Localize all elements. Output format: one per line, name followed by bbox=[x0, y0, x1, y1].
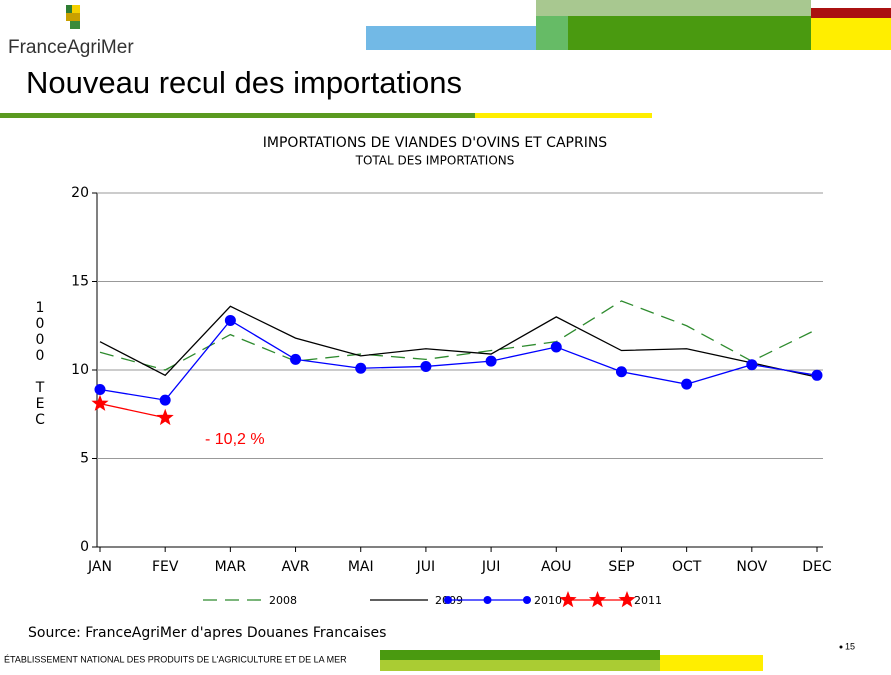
legend-marker bbox=[483, 596, 492, 604]
y-tick-label: 10 bbox=[71, 362, 89, 378]
annotation: - 10,2 % bbox=[205, 431, 265, 448]
marker bbox=[224, 314, 236, 326]
legend-item: 2010 bbox=[444, 594, 562, 607]
legend-label: 2008 bbox=[269, 594, 297, 607]
marker bbox=[420, 360, 432, 372]
footer-text: ÉTABLISSEMENT NATIONAL DES PRODUITS DE L… bbox=[4, 654, 347, 664]
series-line bbox=[99, 305, 818, 378]
logo-text: FranceAgriMer bbox=[8, 37, 134, 58]
marker bbox=[615, 366, 627, 378]
x-tick-label: OCT bbox=[672, 559, 702, 575]
x-tick-label: JUI bbox=[416, 559, 436, 575]
x-tick-label: SEP bbox=[608, 559, 634, 575]
series-line bbox=[99, 402, 166, 419]
legend-label: 2011 bbox=[634, 594, 662, 607]
x-tick-label: AOU bbox=[541, 559, 572, 575]
x-tick-label: NOV bbox=[736, 559, 767, 575]
y-tick-label: 5 bbox=[80, 451, 89, 467]
marker bbox=[91, 394, 109, 411]
legend-item: 2008 bbox=[203, 594, 297, 607]
marker bbox=[159, 394, 171, 406]
legend-marker bbox=[588, 591, 607, 608]
marker bbox=[681, 378, 693, 390]
x-tick-label: DEC bbox=[802, 559, 832, 575]
marker bbox=[94, 383, 106, 395]
marker bbox=[550, 341, 562, 353]
y-tick-label: 0 bbox=[80, 539, 89, 555]
x-tick-label: AVR bbox=[282, 559, 310, 575]
marker bbox=[156, 408, 174, 426]
legend-marker bbox=[559, 591, 577, 608]
legend-marker bbox=[444, 596, 452, 604]
x-tick-label: JUI bbox=[481, 559, 501, 575]
x-tick-label: FEV bbox=[152, 559, 179, 575]
chart-title: IMPORTATIONS DE VIANDES D'OVINS ET CAPRI… bbox=[263, 135, 608, 151]
marker bbox=[485, 355, 497, 367]
page-number: 15 bbox=[845, 641, 855, 651]
x-tick-label: JAN bbox=[87, 559, 112, 575]
x-tick-label: MAR bbox=[215, 559, 247, 575]
legend-item: 2011 bbox=[559, 591, 662, 608]
y-axis-label: 1000 TEC bbox=[32, 300, 48, 428]
marker bbox=[811, 369, 823, 381]
marker bbox=[290, 353, 302, 365]
legend-marker bbox=[523, 596, 531, 604]
y-tick-label: 20 bbox=[71, 185, 89, 201]
slide-title: Nouveau recul des importations bbox=[26, 65, 462, 100]
series-line bbox=[99, 319, 818, 401]
series-line bbox=[99, 300, 818, 371]
marker bbox=[355, 362, 367, 374]
y-tick-label: 15 bbox=[71, 274, 89, 290]
legend-label: 2010 bbox=[534, 594, 562, 607]
chart-subtitle: TOTAL DES IMPORTATIONS bbox=[355, 154, 515, 168]
legend-marker bbox=[618, 591, 636, 608]
source: Source: FranceAgriMer d'apres Douanes Fr… bbox=[28, 625, 386, 641]
x-tick-label: MAI bbox=[348, 559, 374, 575]
marker bbox=[746, 359, 758, 371]
